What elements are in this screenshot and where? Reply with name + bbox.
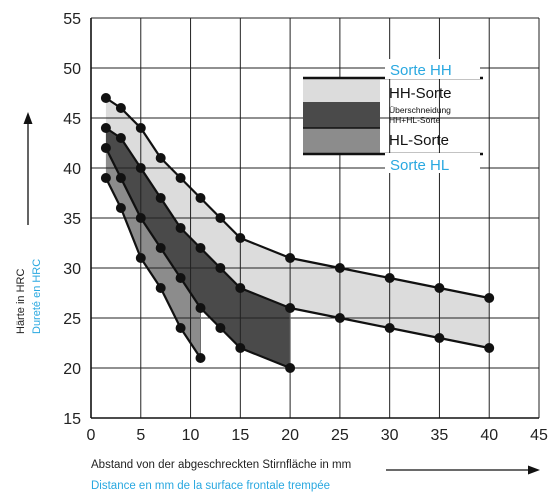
point-hl_upper — [334, 313, 345, 323]
legend-overlap-line1: Überschneidung — [389, 105, 451, 115]
point-hh_lower — [135, 213, 146, 223]
y-tick-label: 35 — [63, 211, 81, 228]
point-hl_upper — [115, 133, 126, 143]
y-tick-label: 55 — [63, 11, 81, 28]
legend-sorte-hh-fr: Sorte HH — [390, 62, 452, 79]
y-tick-label: 40 — [63, 161, 81, 178]
point-hh_lower — [215, 323, 226, 333]
point-hl_upper — [100, 123, 111, 133]
point-hh_upper — [215, 213, 226, 223]
series-points — [100, 93, 495, 373]
point-hh_upper — [235, 233, 246, 243]
x-tick-label: 40 — [480, 427, 498, 444]
legend-hl-sorte: HL-Sorte — [389, 132, 449, 149]
band-0 — [105, 98, 490, 348]
point-hh_upper — [155, 153, 166, 163]
point-hl_upper — [235, 283, 246, 293]
point-hh_upper — [100, 93, 111, 103]
point-hh_upper — [175, 173, 186, 183]
y-tick-label: 50 — [63, 61, 81, 78]
y-tick-label: 45 — [63, 111, 81, 128]
point-hh_upper — [334, 263, 345, 273]
point-hh_lower — [175, 273, 186, 283]
point-hh_upper — [484, 293, 495, 303]
point-hl_lower — [135, 253, 146, 263]
point-hl_upper — [155, 193, 166, 203]
point-hl_lower — [115, 203, 126, 213]
point-hl_lower — [175, 323, 186, 333]
x-axis-arrowhead — [528, 465, 540, 475]
y-tick-label: 25 — [63, 311, 81, 328]
y-axis-title: Härte in HRC Dureté en HRC — [15, 112, 43, 334]
legend-hh-sorte: HH-Sorte — [389, 85, 452, 102]
point-hl_upper — [484, 343, 495, 353]
x-tick-label: 5 — [136, 427, 145, 444]
point-hh_lower — [155, 243, 166, 253]
point-hl_upper — [285, 303, 296, 313]
band-2 — [105, 148, 201, 358]
point-hh_lower — [100, 143, 111, 153]
x-axis-title: Abstand von der abgeschreckten Stirnfläc… — [91, 459, 540, 492]
point-hh_lower — [115, 173, 126, 183]
x-tick-label: 30 — [381, 427, 399, 444]
series-line-hl_lower — [104, 177, 202, 359]
y-axis-arrowhead — [23, 112, 33, 124]
point-hh_lower — [195, 303, 206, 313]
legend-swatch-hl — [303, 128, 380, 154]
x-tick-label: 25 — [331, 427, 349, 444]
point-hh_upper — [434, 283, 445, 293]
x-tick-label: 0 — [87, 427, 96, 444]
legend-swatch-overlap — [303, 102, 380, 128]
x-tick-label: 15 — [231, 427, 249, 444]
point-hl_upper — [434, 333, 445, 343]
point-hh_lower — [285, 363, 296, 373]
x-tick-label: 35 — [431, 427, 449, 444]
point-hl_upper — [135, 163, 146, 173]
x-tick-label: 20 — [281, 427, 299, 444]
point-hl_upper — [195, 243, 206, 253]
x-axis-label-fr: Distance en mm de la surface frontale tr… — [91, 480, 330, 492]
point-hh_upper — [384, 273, 395, 283]
point-hl_upper — [384, 323, 395, 333]
x-tick-label: 10 — [182, 427, 200, 444]
point-hl_upper — [175, 223, 186, 233]
y-tick-label: 15 — [63, 411, 81, 428]
y-axis-label-de: Härte in HRC — [15, 269, 27, 334]
point-hl_lower — [100, 173, 111, 183]
legend-label-bg-hl-fr — [385, 153, 480, 173]
x-tick-label: 45 — [530, 427, 548, 444]
y-tick-label: 20 — [63, 361, 81, 378]
legend-overlap-line2: HH+HL-Sorte — [389, 115, 441, 125]
legend: Sorte HH HH-Sorte Überschneidung HH+HL-S… — [303, 59, 483, 174]
point-hh_upper — [195, 193, 206, 203]
legend-swatch-hh — [303, 78, 380, 102]
point-hl_upper — [215, 263, 226, 273]
tick-labels: 0 5 10 15 20 25 30 35 40 45 15 20 25 30 35 40 45 50 55 — [63, 11, 548, 444]
point-hh_upper — [135, 123, 146, 133]
point-hh_lower — [235, 343, 246, 353]
legend-sorte-hl-fr: Sorte HL — [390, 157, 449, 174]
point-hh_upper — [285, 253, 296, 263]
point-hh_upper — [115, 103, 126, 113]
y-axis-label-fr: Dureté en HRC — [31, 259, 43, 334]
legend-label-bg-hh-fr — [385, 59, 480, 79]
point-hl_lower — [195, 353, 206, 363]
point-hl_lower — [155, 283, 166, 293]
x-axis-label-de: Abstand von der abgeschreckten Stirnfläc… — [91, 459, 351, 471]
y-tick-label: 30 — [63, 261, 81, 278]
